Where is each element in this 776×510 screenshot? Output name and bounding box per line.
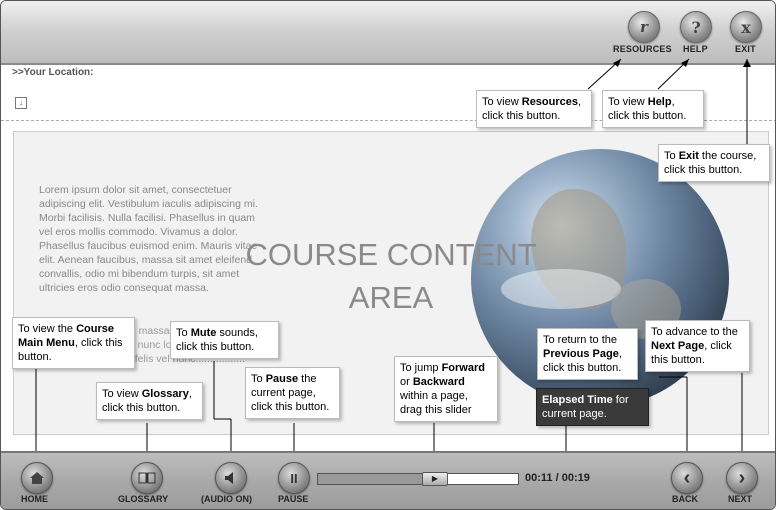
audio-label: (AUDIO ON) xyxy=(201,494,252,504)
resources-label: RESOURCES xyxy=(613,44,672,54)
callout-mute: To Mute sounds, click this button. xyxy=(170,321,279,359)
callout-help: To view Help, click this button. xyxy=(602,90,704,128)
exit-button[interactable]: x xyxy=(729,11,763,43)
back-label: BACK xyxy=(672,494,698,504)
audio-button[interactable] xyxy=(215,462,247,494)
callout-exit: To Exit the course, click this button. xyxy=(658,144,770,182)
elapsed-time: 00:11 xyxy=(525,472,553,484)
progress-fill xyxy=(318,474,434,484)
exit-label: EXIT xyxy=(735,44,756,54)
home-button[interactable] xyxy=(21,462,53,494)
callout-pause: To Pause the current page, click this bu… xyxy=(245,367,340,419)
callout-next: To advance to the Next Page, click this … xyxy=(645,320,750,372)
chevron-left-icon: ‹ xyxy=(671,462,703,494)
total-time: 00:19 xyxy=(561,472,590,484)
content-area-title: COURSE CONTENT AREA xyxy=(211,233,571,319)
resources-button[interactable]: r xyxy=(627,11,661,43)
download-icon[interactable]: ↓ xyxy=(15,97,27,109)
callout-slider: To jump Forward or Backward within a pag… xyxy=(394,356,498,422)
time-separator: / xyxy=(555,472,559,484)
help-button[interactable]: ? xyxy=(679,11,713,43)
pause-icon: II xyxy=(278,462,310,494)
callout-back: To return to the Previous Page, click th… xyxy=(537,328,638,380)
next-label: NEXT xyxy=(728,494,753,504)
book-icon xyxy=(131,462,163,494)
progress-slider[interactable]: ▶ xyxy=(317,472,519,486)
home-icon xyxy=(21,462,53,494)
callout-elapsed-time: Elapsed Time for current page. xyxy=(536,388,649,426)
time-readout: 00:11 / 00:19 xyxy=(525,472,590,484)
content-title-line1: COURSE CONTENT xyxy=(245,237,537,272)
home-label: HOME xyxy=(21,494,48,504)
resources-icon: r xyxy=(628,11,660,43)
callout-home: To view the Course Main Menu, click this… xyxy=(12,317,135,369)
callout-resources: To view Resources, click this button. xyxy=(476,90,592,128)
chevron-right-icon: › xyxy=(726,462,758,494)
content-title-line2: AREA xyxy=(348,280,434,315)
back-button[interactable]: ‹ xyxy=(671,462,703,494)
speaker-icon xyxy=(215,462,247,494)
help-icon: ? xyxy=(680,11,712,43)
callout-glossary: To view Glossary, click this button. xyxy=(96,382,203,420)
glossary-label: GLOSSARY xyxy=(118,494,169,504)
location-bar xyxy=(1,65,775,121)
exit-icon: x xyxy=(730,11,762,43)
glossary-button[interactable] xyxy=(131,462,163,494)
your-location-label: >>Your Location: xyxy=(12,67,94,78)
next-button[interactable]: › xyxy=(726,462,758,494)
pause-label: PAUSE xyxy=(278,494,309,504)
slider-thumb[interactable]: ▶ xyxy=(422,472,448,486)
pause-button[interactable]: II xyxy=(278,462,310,494)
help-label: HELP xyxy=(683,44,708,54)
lorem-text: Lorem ipsum dolor sit amet, consectetuer… xyxy=(39,184,258,294)
